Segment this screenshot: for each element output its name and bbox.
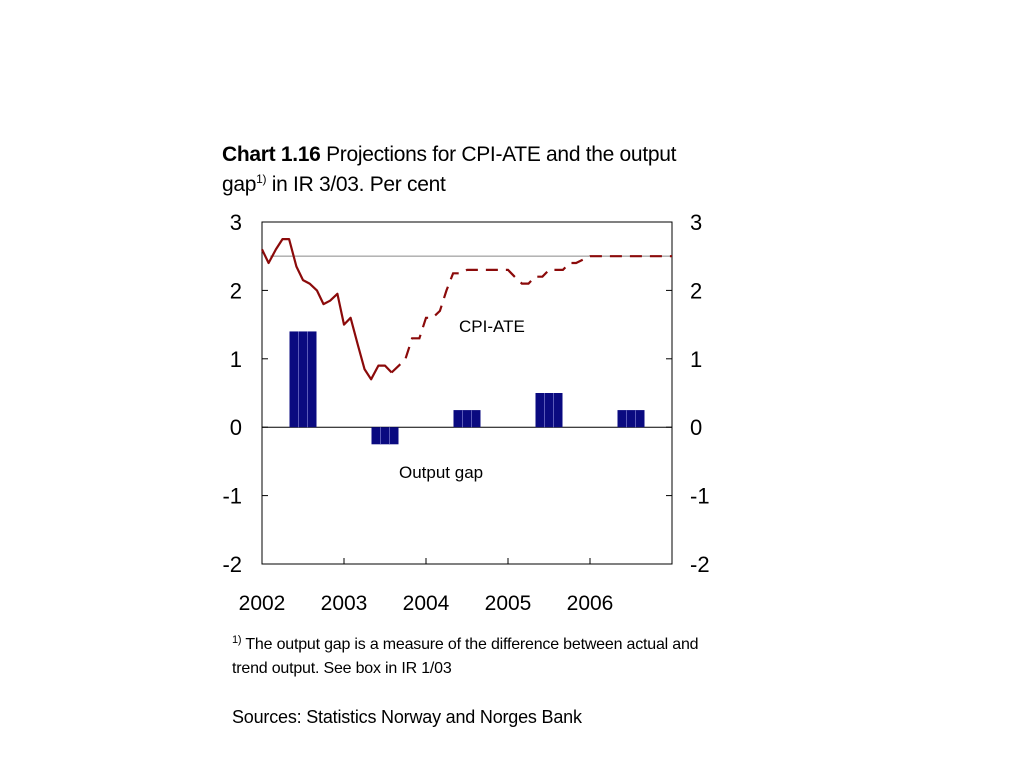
- footnote-text: The output gap is a measure of the diffe…: [232, 636, 699, 677]
- cpi-ate-label: CPI-ATE: [459, 317, 525, 336]
- output-gap-bar: [371, 427, 399, 445]
- x-tick-label: 2002: [239, 592, 286, 615]
- output-gap-bar: [535, 393, 563, 428]
- footnote: 1) The output gap is a measure of the di…: [232, 633, 702, 681]
- x-tick-label: 2006: [567, 592, 614, 615]
- left-y-tick-label: 2: [230, 278, 242, 303]
- chart-number: Chart 1.16: [222, 143, 321, 166]
- chart-title: Chart 1.16 Projections for CPI-ATE and t…: [222, 140, 702, 200]
- left-y-tick-label: 0: [230, 415, 242, 440]
- sources-note: Sources: Statistics Norway and Norges Ba…: [232, 707, 582, 727]
- output-gap-bar: [617, 410, 645, 428]
- title-line1: Projections for CPI-ATE and the output: [320, 143, 677, 166]
- right-y-tick-label: -2: [690, 552, 710, 577]
- right-y-tick-label: 2: [690, 278, 702, 303]
- right-y-tick-label: 0: [690, 415, 702, 440]
- cpi-ate-actual-line: [261, 238, 393, 381]
- right-y-tick-label: -1: [690, 484, 710, 509]
- output-gap-bar: [289, 331, 317, 428]
- left-y-tick-label: 1: [230, 347, 242, 372]
- left-y-tick-label: -2: [222, 552, 242, 577]
- left-y-tick-label: 3: [230, 210, 242, 235]
- footnote-marker: 1): [232, 634, 242, 646]
- output-gap-bar: [453, 410, 481, 428]
- plot-frame: [261, 221, 673, 565]
- right-y-tick-label: 3: [690, 210, 702, 235]
- cpi-ate-projection-line: [390, 255, 672, 374]
- x-tick-label: 2005: [485, 592, 532, 615]
- x-tick-label: 2004: [403, 592, 450, 615]
- left-y-tick-label: -1: [222, 484, 242, 509]
- x-tick-label: 2003: [321, 592, 368, 615]
- title-line2a: gap: [222, 173, 257, 196]
- right-y-tick-label: 1: [690, 347, 702, 372]
- title-line2b: in IR 3/03. Per cent: [266, 173, 446, 196]
- output-gap-label: Output gap: [399, 463, 483, 482]
- title-footnote-marker: 1): [256, 172, 267, 186]
